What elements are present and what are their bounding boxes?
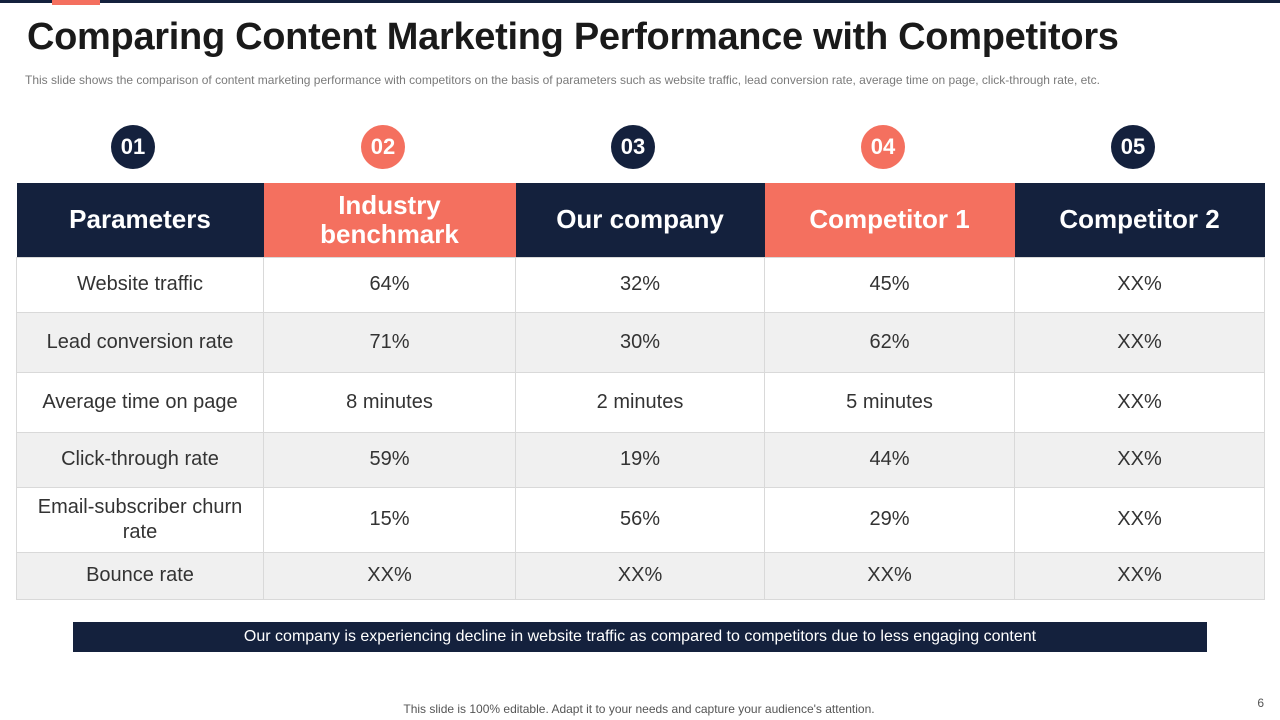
header-competitor-2: Competitor 2 xyxy=(1014,183,1265,257)
table-cell: 71% xyxy=(263,311,516,373)
table-cell: XX% xyxy=(1014,256,1265,313)
row-label: Email-subscriber churn rate xyxy=(16,486,264,553)
table-cell: XX% xyxy=(764,551,1015,600)
top-border-line xyxy=(0,0,1280,3)
table-cell: 44% xyxy=(764,431,1015,488)
table-cell: 30% xyxy=(515,311,765,373)
step-number-02: 02 xyxy=(361,125,405,169)
header-our-company: Our company xyxy=(515,183,765,257)
row-label: Average time on page xyxy=(16,371,264,433)
table-cell: 15% xyxy=(263,486,516,553)
header-parameters: Parameters xyxy=(16,183,264,257)
table-cell: 59% xyxy=(263,431,516,488)
table-cell: XX% xyxy=(1014,551,1265,600)
header-industry-benchmark: Industry benchmark xyxy=(263,183,516,257)
table-cell: 64% xyxy=(263,256,516,313)
slide-title: Comparing Content Marketing Performance … xyxy=(27,16,1119,58)
table-cell: 56% xyxy=(515,486,765,553)
table-cell: 32% xyxy=(515,256,765,313)
table-cell: 5 minutes xyxy=(764,371,1015,433)
row-label: Click-through rate xyxy=(16,431,264,488)
table-row: Click-through rate 59% 19% 44% XX% xyxy=(16,431,1265,488)
row-label: Website traffic xyxy=(16,256,264,313)
table-cell: 8 minutes xyxy=(263,371,516,433)
table-cell: 29% xyxy=(764,486,1015,553)
table-row: Bounce rate XX% XX% XX% XX% xyxy=(16,551,1265,600)
table-cell: XX% xyxy=(1014,371,1265,433)
table-cell: 19% xyxy=(515,431,765,488)
footer-note: This slide is 100% editable. Adapt it to… xyxy=(403,702,875,716)
conclusion-banner: Our company is experiencing decline in w… xyxy=(73,622,1207,652)
step-number-04: 04 xyxy=(861,125,905,169)
step-number-01: 01 xyxy=(111,125,155,169)
row-label: Lead conversion rate xyxy=(16,311,264,373)
comparison-table: Parameters Industry benchmark Our compan… xyxy=(16,183,1265,600)
table-row: Email-subscriber churn rate 15% 56% 29% … xyxy=(16,486,1265,553)
table-cell: XX% xyxy=(1014,311,1265,373)
table-cell: 45% xyxy=(764,256,1015,313)
table-cell: 2 minutes xyxy=(515,371,765,433)
step-number-05: 05 xyxy=(1111,125,1155,169)
header-competitor-1: Competitor 1 xyxy=(764,183,1015,257)
step-number-03: 03 xyxy=(611,125,655,169)
table-cell: XX% xyxy=(1014,486,1265,553)
top-accent-bar xyxy=(52,0,100,5)
table-cell: 62% xyxy=(764,311,1015,373)
page-number: 6 xyxy=(1257,696,1264,710)
table-row: Website traffic 64% 32% 45% XX% xyxy=(16,256,1265,313)
table-header-row: Parameters Industry benchmark Our compan… xyxy=(16,183,1265,257)
table-cell: XX% xyxy=(515,551,765,600)
row-label: Bounce rate xyxy=(16,551,264,600)
table-row: Average time on page 8 minutes 2 minutes… xyxy=(16,371,1265,433)
table-cell: XX% xyxy=(1014,431,1265,488)
slide-subtitle: This slide shows the comparison of conte… xyxy=(25,73,1100,87)
table-row: Lead conversion rate 71% 30% 62% XX% xyxy=(16,311,1265,373)
table-cell: XX% xyxy=(263,551,516,600)
